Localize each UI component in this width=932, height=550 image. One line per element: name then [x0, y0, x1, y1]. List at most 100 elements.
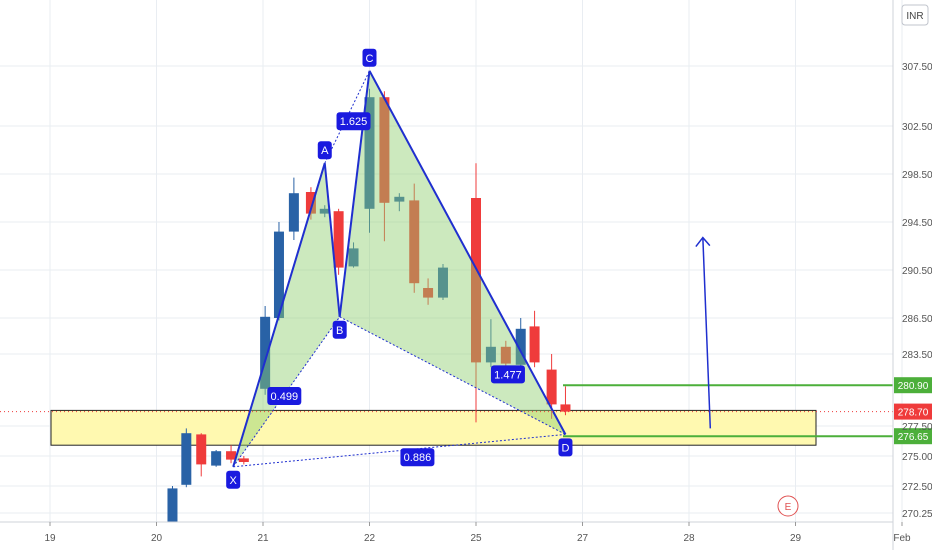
candle-body — [529, 326, 540, 363]
pattern-point-label: B — [336, 325, 343, 337]
candle — [167, 486, 178, 522]
pattern-ratio-label: 0.886 — [404, 452, 432, 464]
candle-body — [560, 404, 571, 412]
price-tick-label: 294.50 — [902, 218, 932, 229]
pattern-point-badge — [558, 438, 573, 457]
event-marker-label: E — [785, 502, 792, 513]
price-tick-label: 290.50 — [902, 266, 932, 277]
price-tick-label: 283.50 — [902, 350, 932, 361]
candle-body — [364, 97, 375, 209]
time-tick-label: 22 — [364, 533, 376, 544]
candle — [273, 222, 284, 321]
candle — [560, 386, 571, 416]
level-tag-label: 280.90 — [898, 381, 929, 392]
price-tick-label: 298.50 — [902, 170, 932, 181]
harmonic-pattern: X A B C D 0.499 1.625 1.477 0.886 — [226, 48, 573, 489]
pattern-point-badge — [317, 141, 332, 160]
candle — [305, 187, 316, 220]
candle — [288, 177, 299, 240]
candles — [167, 88, 571, 522]
candle-body — [379, 97, 390, 203]
pattern-leg — [368, 70, 567, 435]
candle — [394, 193, 405, 212]
pattern-point-c[interactable]: C — [362, 48, 377, 67]
candle-body — [167, 488, 178, 522]
pattern-ratio-label: 0.499 — [271, 391, 299, 403]
candle-body — [196, 434, 207, 465]
level-tag — [894, 428, 932, 445]
time-tick-label: 25 — [470, 533, 482, 544]
candle-body — [485, 346, 496, 363]
candle-body — [500, 346, 511, 364]
price-tick-label: 307.50 — [902, 62, 932, 73]
pattern-point-label: D — [561, 442, 569, 454]
projection-arrow — [695, 236, 712, 429]
candle — [348, 242, 359, 268]
currency-badge[interactable]: INR — [901, 4, 929, 26]
price-tick-label: 286.50 — [902, 314, 932, 325]
candle-body — [409, 200, 420, 284]
pattern-ratio-line — [324, 70, 370, 164]
pattern-point-badge — [362, 48, 377, 67]
candle-body — [333, 211, 344, 268]
pattern-point-d[interactable]: D — [558, 438, 573, 457]
time-tick-label: 27 — [577, 533, 589, 544]
event-marker[interactable]: E — [777, 495, 799, 517]
candle — [196, 433, 207, 477]
candle-body — [515, 328, 526, 365]
pattern-leg — [338, 70, 371, 317]
time-tick-label: 29 — [790, 533, 802, 544]
pattern-leg — [323, 163, 341, 317]
price-level[interactable]: 276.65 — [563, 428, 932, 445]
candle — [515, 318, 526, 366]
candle-body — [273, 231, 284, 318]
projection-arrow-shaft — [702, 237, 712, 429]
pattern-ratio[interactable]: 0.886 — [400, 448, 435, 467]
candle-body — [211, 451, 222, 466]
pattern-ratio-label: 1.477 — [494, 369, 522, 381]
pattern-point-b[interactable]: B — [332, 320, 347, 339]
time-tick-label: 21 — [257, 533, 269, 544]
price-tick-label: 275.00 — [902, 452, 932, 463]
level-tag — [894, 377, 932, 394]
pattern-ratio[interactable]: 0.499 — [267, 387, 302, 405]
candle-body — [305, 192, 316, 214]
time-tick-label: 19 — [44, 533, 56, 544]
price-level[interactable]: 278.70 — [0, 403, 932, 420]
candle — [471, 163, 481, 423]
price-level[interactable]: 280.90 — [563, 377, 932, 394]
candle-body — [319, 208, 330, 214]
time-axis[interactable]: 19 20 21 22 25 27 28 29 Feb — [0, 521, 911, 544]
price-axis[interactable]: 270.25 272.50 275.00 277.50 283.50 286.50 290.… — [892, 0, 932, 550]
candle-body — [288, 193, 299, 232]
pattern-point-badge — [226, 470, 241, 489]
time-tick-label: 20 — [151, 533, 163, 544]
candle — [364, 88, 375, 233]
pattern-ratio[interactable]: 1.625 — [336, 112, 371, 131]
support-zone — [50, 409, 817, 446]
candle-body — [437, 267, 448, 298]
price-tick-label: 272.50 — [902, 482, 932, 493]
levels: 280.90 278.70 276.65 — [0, 377, 932, 445]
currency-badge-label: INR — [906, 11, 923, 22]
pattern-ratio-line — [339, 316, 566, 435]
price-tick-label: 270.25 — [902, 509, 932, 520]
candle — [485, 319, 496, 368]
candle — [529, 310, 540, 368]
candle — [423, 278, 434, 305]
pattern-ratio-line — [232, 316, 341, 468]
pattern-ratio-badge — [336, 112, 371, 131]
candle-body — [181, 433, 192, 485]
pattern-point-a[interactable]: A — [317, 141, 332, 160]
level-tag-label: 276.65 — [898, 432, 929, 443]
pattern-ratio-label: 1.625 — [340, 116, 368, 128]
pattern-point-x[interactable]: X — [226, 470, 241, 489]
level-tag — [894, 403, 932, 420]
candle-body — [260, 316, 271, 389]
candle — [319, 205, 330, 218]
level-tag-label: 278.70 — [898, 408, 929, 419]
price-tick-label: 277.50 — [902, 422, 932, 433]
pattern-ratio[interactable]: 1.477 — [490, 365, 525, 384]
pattern-point-label: X — [230, 475, 238, 487]
